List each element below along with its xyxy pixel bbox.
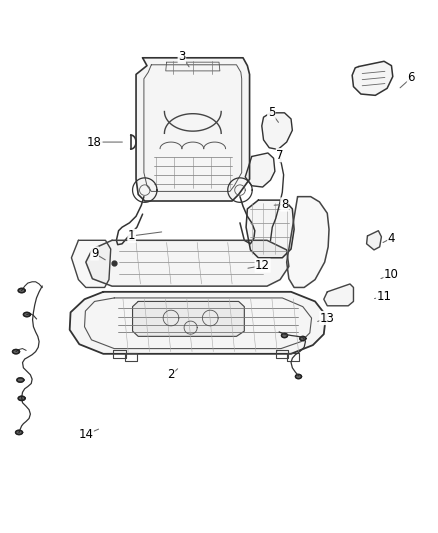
Polygon shape	[70, 292, 326, 354]
Polygon shape	[352, 61, 393, 95]
Polygon shape	[282, 333, 288, 338]
Polygon shape	[367, 231, 381, 250]
Polygon shape	[133, 302, 244, 336]
Polygon shape	[262, 113, 292, 149]
Text: 12: 12	[255, 259, 270, 272]
Polygon shape	[13, 350, 19, 354]
Polygon shape	[24, 312, 30, 317]
Polygon shape	[296, 374, 301, 379]
Polygon shape	[86, 240, 289, 286]
Text: 7: 7	[276, 149, 284, 161]
Polygon shape	[287, 197, 329, 287]
Text: 5: 5	[268, 106, 275, 119]
Text: 10: 10	[384, 268, 399, 281]
Text: 18: 18	[87, 135, 102, 149]
Text: 9: 9	[91, 247, 98, 260]
Text: 14: 14	[78, 428, 93, 441]
Text: 2: 2	[167, 368, 175, 381]
Text: 6: 6	[407, 71, 415, 84]
Polygon shape	[16, 430, 22, 434]
Polygon shape	[245, 153, 275, 187]
Polygon shape	[246, 200, 294, 258]
Text: 4: 4	[388, 232, 395, 245]
Text: 11: 11	[377, 290, 392, 303]
Text: 1: 1	[128, 229, 135, 243]
Polygon shape	[18, 288, 25, 293]
Text: 13: 13	[320, 311, 335, 325]
Text: 8: 8	[281, 198, 288, 211]
Polygon shape	[18, 396, 25, 400]
Polygon shape	[17, 378, 24, 382]
Polygon shape	[136, 58, 250, 201]
Text: 3: 3	[178, 50, 186, 62]
Polygon shape	[71, 240, 111, 287]
Polygon shape	[300, 336, 306, 341]
Polygon shape	[324, 284, 353, 306]
